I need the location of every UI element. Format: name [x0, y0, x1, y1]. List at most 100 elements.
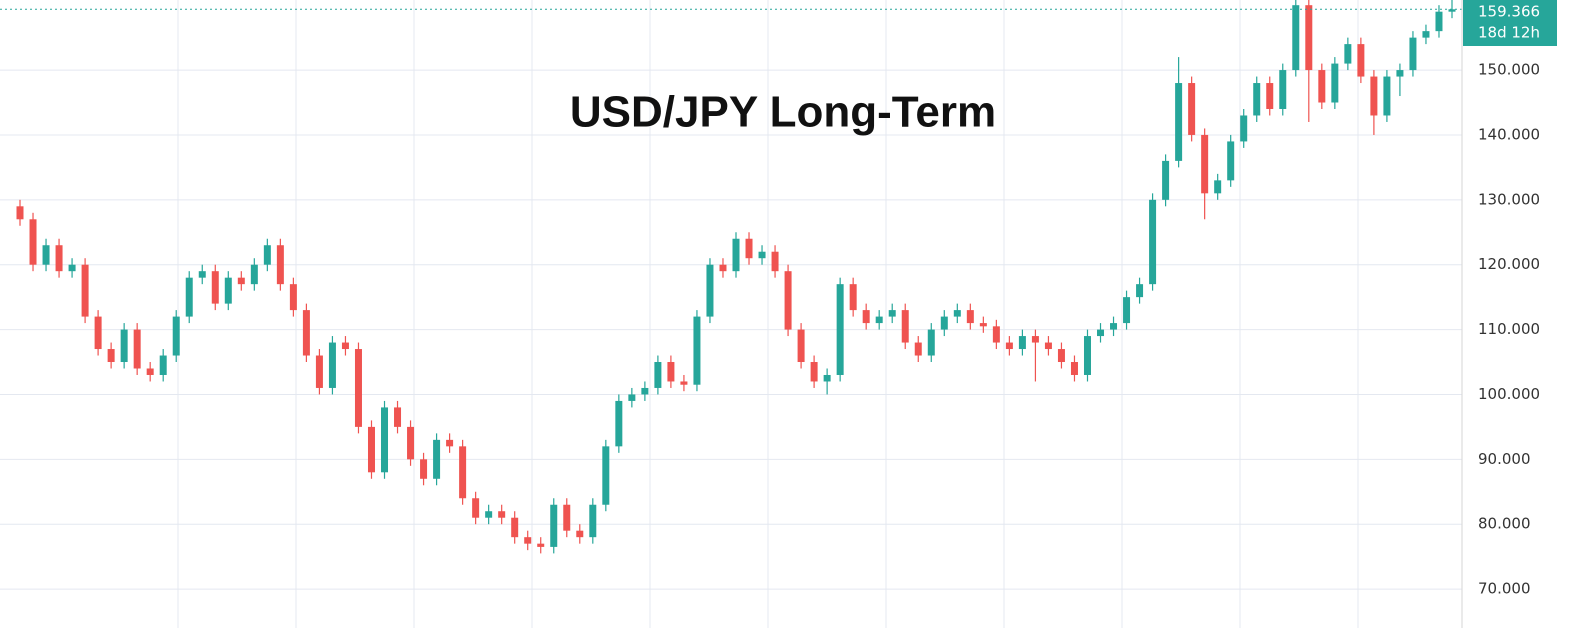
- candle-body: [1240, 115, 1248, 142]
- candle-body: [771, 251, 779, 272]
- candle-body: [576, 530, 584, 538]
- candle-body: [654, 362, 662, 388]
- y-tick-label: 150.000: [1478, 61, 1540, 79]
- price-axis: 70.000 80.000 90.000 100.000 110.000 120.000 1…: [1463, 0, 1557, 598]
- candle-body: [719, 264, 727, 272]
- candle-body: [315, 355, 323, 388]
- candle-body: [1005, 342, 1013, 350]
- candle-body: [992, 326, 1000, 343]
- candle-body: [563, 504, 571, 531]
- candle-body: [485, 511, 493, 518]
- candle-body: [302, 310, 310, 356]
- candle-body: [341, 342, 349, 350]
- candle-body: [706, 264, 714, 317]
- candle-body: [628, 394, 636, 401]
- candle-body: [1162, 160, 1170, 200]
- candle-body: [354, 349, 362, 427]
- candle-body: [1201, 134, 1209, 194]
- candle-body: [589, 504, 597, 538]
- candles: [0, 0, 1462, 554]
- candle-body: [250, 264, 258, 285]
- candle-body: [1253, 83, 1261, 116]
- candle-body: [732, 238, 740, 272]
- countdown-label: 18d 12h: [1478, 24, 1540, 42]
- candle-body: [550, 504, 558, 547]
- candle-body: [1331, 63, 1339, 103]
- grid: [0, 0, 1462, 628]
- candle-body: [1305, 5, 1313, 71]
- candle-body: [1422, 31, 1430, 38]
- candle-body: [42, 245, 50, 265]
- candle-body: [693, 316, 701, 385]
- candle-body: [511, 517, 519, 538]
- candle-body: [836, 284, 844, 375]
- candle-body: [888, 310, 896, 317]
- candle-body: [1175, 83, 1183, 161]
- last-price-label: 159.366: [1478, 3, 1540, 21]
- candle-body: [81, 264, 89, 317]
- y-tick-label: 110.000: [1478, 320, 1540, 338]
- candle-body: [1070, 362, 1078, 375]
- candle-body: [224, 277, 232, 304]
- candle-body: [289, 284, 297, 311]
- candle-body: [16, 206, 24, 220]
- candle-body: [1083, 336, 1091, 375]
- candle-body: [862, 310, 870, 324]
- candle-body: [1383, 76, 1391, 116]
- candle-body: [1044, 342, 1052, 350]
- candle-body: [1435, 11, 1443, 32]
- last-price-box: [1463, 0, 1557, 46]
- candle-body: [979, 323, 987, 327]
- candle-body: [68, 264, 76, 272]
- candle-body: [133, 329, 141, 369]
- candle-body: [524, 537, 532, 544]
- candle-body: [1110, 323, 1118, 330]
- candle-body: [263, 245, 271, 265]
- y-tick-label: 120.000: [1478, 255, 1540, 273]
- candle-body: [1292, 5, 1300, 71]
- candle-body: [420, 459, 428, 479]
- y-tick-label: 140.000: [1478, 125, 1540, 143]
- candle-body: [107, 349, 115, 363]
- candle-body: [784, 271, 792, 330]
- candle-body: [1344, 44, 1352, 64]
- candle-body: [745, 238, 753, 259]
- candle-body: [446, 439, 454, 447]
- candle-body: [667, 362, 675, 382]
- candle-body: [211, 271, 219, 304]
- y-tick-label: 80.000: [1478, 515, 1531, 533]
- candle-body: [29, 219, 37, 265]
- candle-body: [680, 381, 688, 385]
- candle-body: [1448, 9, 1456, 12]
- candle-body: [433, 439, 441, 479]
- candle-body: [940, 316, 948, 330]
- chart-title: USD/JPY Long-Term: [570, 88, 996, 137]
- candle-body: [394, 407, 402, 427]
- candle-body: [1357, 44, 1365, 77]
- candle-body: [823, 374, 831, 382]
- candle-body: [1031, 336, 1039, 343]
- candle-body: [810, 362, 818, 382]
- candle-body: [459, 446, 467, 499]
- candle-body: [1279, 70, 1287, 109]
- candle-body: [615, 400, 623, 447]
- candle-body: [55, 245, 63, 272]
- candle-body: [198, 271, 206, 278]
- candle-body: [1396, 70, 1404, 77]
- candle-body: [1136, 284, 1144, 298]
- candle-body: [1318, 70, 1326, 103]
- candle-body: [953, 310, 961, 317]
- candle-body: [407, 426, 415, 460]
- candle-body: [381, 407, 389, 473]
- candle-body: [498, 511, 506, 518]
- candle-body: [1097, 329, 1105, 337]
- candle-body: [875, 316, 883, 324]
- candle-body: [927, 329, 935, 356]
- candle-body: [328, 342, 336, 388]
- candle-body: [849, 284, 857, 311]
- candle-body: [159, 355, 167, 375]
- candle-body: [94, 316, 102, 350]
- y-tick-label: 70.000: [1478, 580, 1531, 598]
